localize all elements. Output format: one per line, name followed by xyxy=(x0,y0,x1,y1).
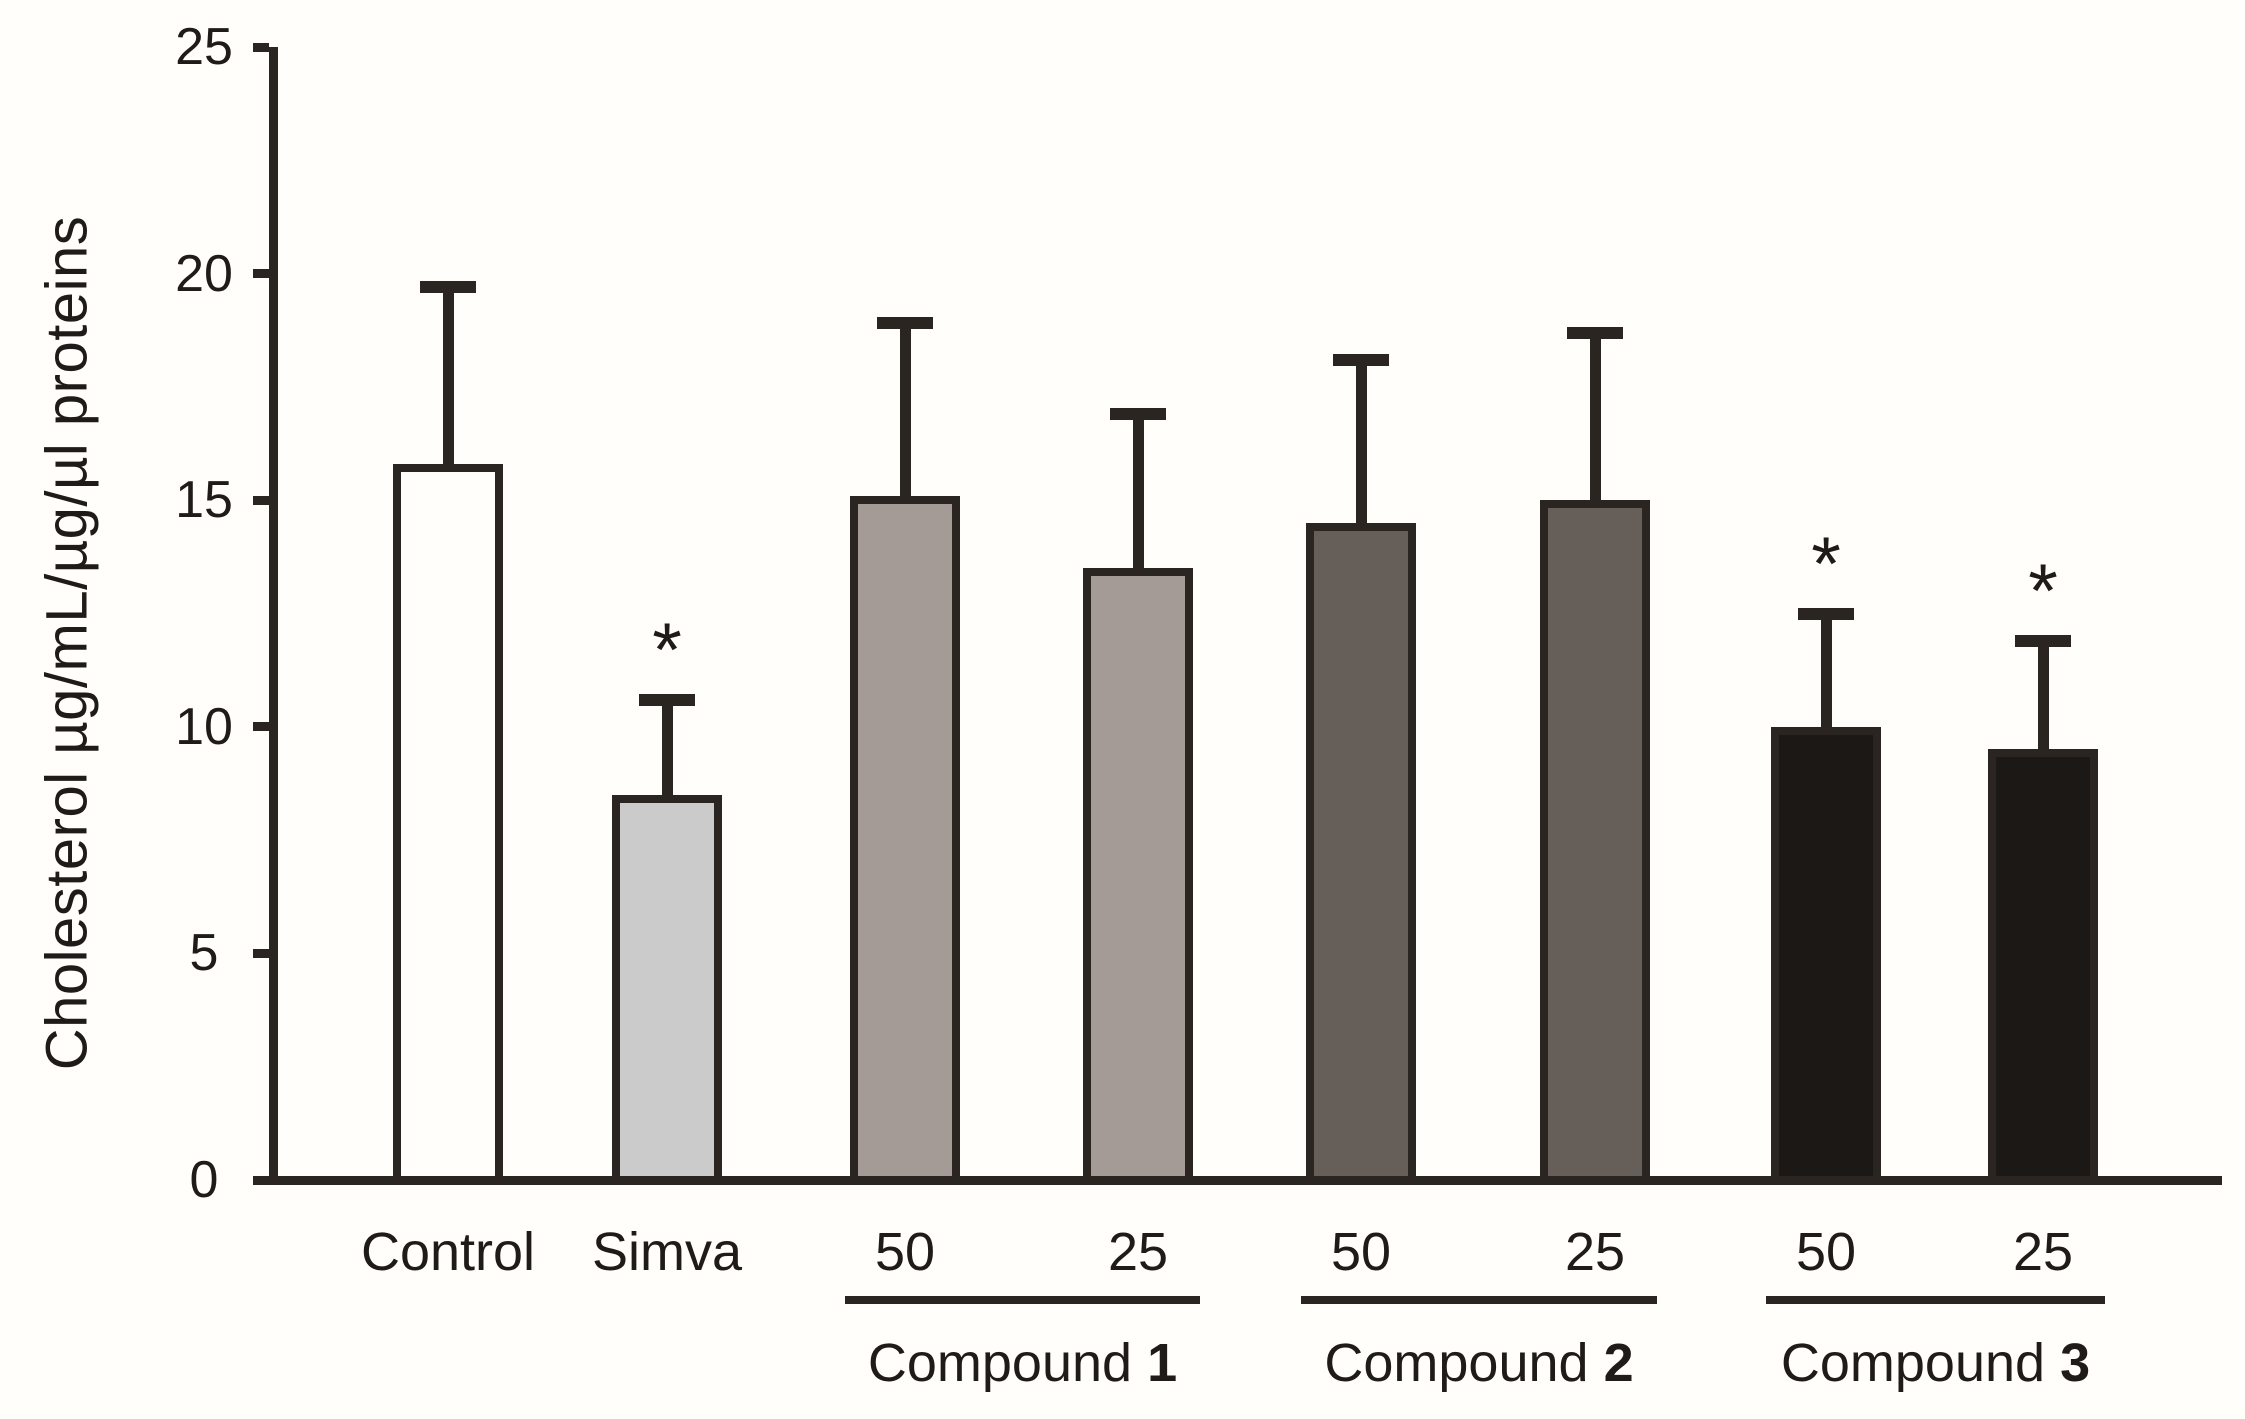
y-tick-10 xyxy=(253,722,269,732)
y-tick-15 xyxy=(253,495,269,505)
x-label-compound2-50: 50 xyxy=(1330,1222,1392,1282)
group-label-compound-1: Compound 1 xyxy=(813,1336,1233,1390)
x-label-compound3-50: 50 xyxy=(1795,1222,1857,1282)
error-cap-compound1-25 xyxy=(1110,408,1166,420)
bar-compound3-50 xyxy=(1771,727,1881,1184)
sig-star-simva: * xyxy=(652,608,682,693)
error-bar-control xyxy=(442,287,454,472)
y-tick-20 xyxy=(253,269,269,279)
bar-simva xyxy=(612,795,722,1184)
group-label-compound-3: Compound 3 xyxy=(1726,1336,2146,1390)
sig-star-compound3-50: * xyxy=(1811,522,1841,607)
underline-compound-3 xyxy=(1766,1296,2105,1304)
group-label-number-1: 1 xyxy=(1147,1333,1178,1393)
group-label-compound-2: Compound 2 xyxy=(1269,1336,1689,1390)
bar-compound1-25 xyxy=(1083,568,1193,1184)
y-axis-line xyxy=(269,47,278,1185)
error-cap-compound3-25 xyxy=(2015,635,2071,647)
error-bar-compound3-25 xyxy=(2037,641,2049,757)
y-tick-25 xyxy=(253,42,269,52)
error-bar-compound1-25 xyxy=(1132,414,1144,576)
bar-control xyxy=(393,464,503,1184)
x-axis-line xyxy=(266,1176,2222,1185)
y-tick-5 xyxy=(253,948,269,958)
y-tick-label-15: 15 xyxy=(175,471,233,530)
bar-compound2-50 xyxy=(1306,523,1416,1184)
error-cap-compound2-25 xyxy=(1567,327,1623,339)
y-tick-label-0: 0 xyxy=(189,1151,219,1209)
group-label-number-3: 3 xyxy=(2060,1333,2091,1393)
group-label-word-1: Compound xyxy=(867,1333,1148,1393)
group-label-number-2: 2 xyxy=(1603,1333,1634,1393)
underline-compound-2 xyxy=(1301,1296,1657,1304)
error-bar-simva xyxy=(661,700,673,803)
group-label-word-2: Compound xyxy=(1324,1333,1604,1393)
group-label-word-3: Compound xyxy=(1780,1333,2061,1393)
y-tick-0 xyxy=(253,1175,269,1185)
error-bar-compound2-25 xyxy=(1589,333,1601,508)
y-tick-label-5: 5 xyxy=(189,924,219,983)
x-label-control: Control xyxy=(360,1222,536,1282)
y-tick-label-25: 25 xyxy=(175,18,233,76)
error-cap-compound1-50 xyxy=(877,317,933,329)
y-tick-label-20: 20 xyxy=(175,244,233,303)
x-label-simva: Simva xyxy=(591,1222,743,1282)
error-cap-control xyxy=(420,281,476,293)
error-cap-simva xyxy=(639,694,695,706)
underline-compound-1 xyxy=(845,1296,1200,1304)
x-label-compound1-50: 50 xyxy=(874,1222,936,1282)
error-bar-compound1-50 xyxy=(899,323,911,504)
bar-compound1-50 xyxy=(850,496,960,1184)
y-tick-label-10: 10 xyxy=(175,697,233,756)
bar-compound3-25 xyxy=(1988,749,2098,1184)
bar-compound2-25 xyxy=(1540,500,1650,1184)
x-label-compound1-25: 25 xyxy=(1107,1222,1169,1282)
error-bar-compound2-50 xyxy=(1355,360,1367,531)
error-bar-compound3-50 xyxy=(1820,614,1832,735)
x-label-compound3-25: 25 xyxy=(2012,1222,2074,1282)
error-cap-compound2-50 xyxy=(1333,354,1389,366)
sig-star-compound3-25: * xyxy=(2028,549,2058,634)
error-cap-compound3-50 xyxy=(1798,608,1854,620)
x-label-compound2-25: 25 xyxy=(1564,1222,1626,1282)
